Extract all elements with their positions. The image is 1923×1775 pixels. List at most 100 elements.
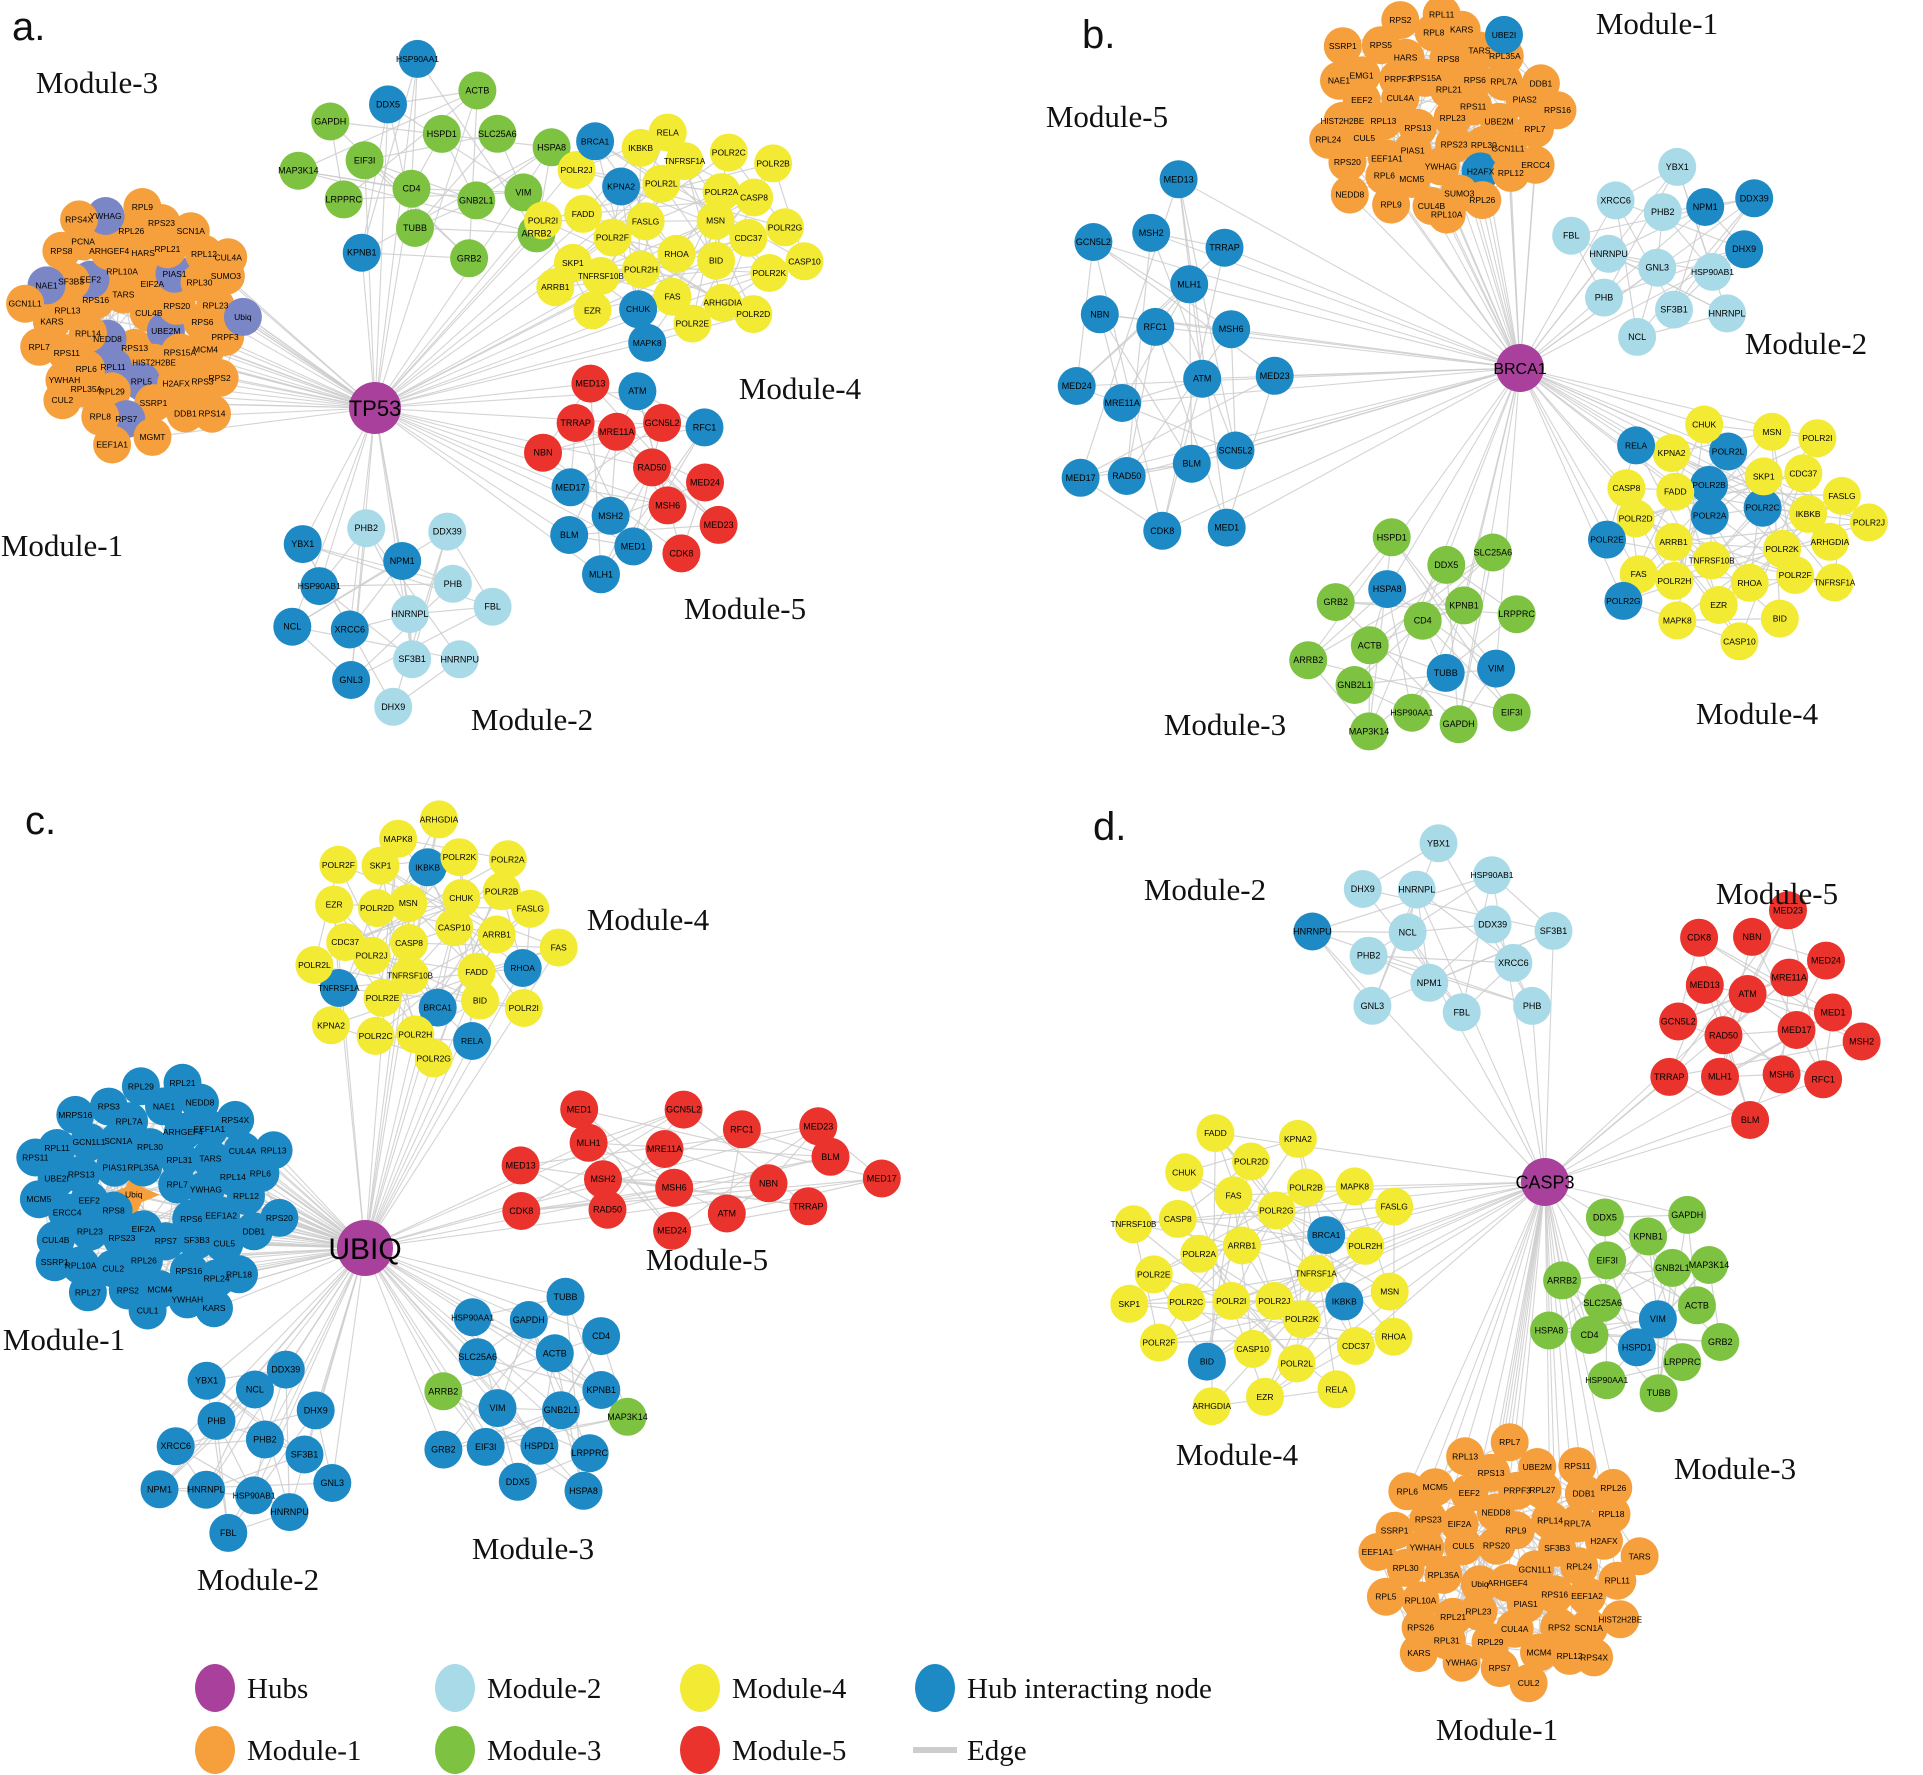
node-label-a-KPNB1: KPNB1	[347, 248, 377, 258]
node-label-a-EZR: EZR	[584, 305, 601, 315]
node-label-b-NCL: NCL	[1628, 332, 1646, 342]
node-b-POLR2B	[1690, 465, 1729, 504]
node-label-b-HSP90AB1: HSP90AB1	[1691, 267, 1734, 277]
node-label-b-H2AFX: H2AFX	[1467, 166, 1495, 176]
node-label-c-POLR2I: POLR2I	[509, 1003, 539, 1013]
node-a-Ubiq	[223, 297, 262, 336]
node-c-HSPD1	[520, 1426, 559, 1465]
node-label-a-NPM1: NPM1	[390, 556, 415, 566]
node-label-b-MAPK8: MAPK8	[1663, 615, 1692, 625]
node-b-GCN5L2	[1074, 223, 1113, 261]
node-label-b-POLR2I: POLR2I	[1802, 433, 1832, 443]
node-c-RPL27	[68, 1273, 107, 1312]
node-label-d-HSPD1: HSPD1	[1622, 1342, 1652, 1352]
node-b-POLR2C	[1743, 488, 1782, 527]
node-a-GCN5L2	[643, 403, 682, 442]
node-label-b-PRPF3: PRPF3	[1384, 74, 1412, 84]
node-c-RPS20	[260, 1198, 299, 1237]
node-b-KPNA2	[1652, 434, 1691, 473]
node-label-a-GNL3: GNL3	[339, 675, 363, 685]
node-label-b-CUL4A: CUL4A	[1387, 93, 1415, 103]
node-b-TUBB	[1426, 653, 1465, 692]
node-a-ACTB	[458, 71, 497, 110]
node-c-MAPK8	[379, 819, 418, 858]
node-a-DDX5	[369, 85, 407, 124]
node-label-c-RPL29: RPL29	[128, 1081, 154, 1091]
node-label-d-HSPA8: HSPA8	[1535, 1326, 1564, 1336]
node-label-c-CD4: CD4	[592, 1331, 610, 1341]
legend-label-module-3: Module-3	[487, 1735, 601, 1767]
node-label-c-MSN: MSN	[399, 898, 418, 908]
node-a-POLR2F	[593, 218, 632, 257]
node-label-c-MED13: MED13	[506, 1160, 536, 1170]
node-c-GAPDH	[509, 1301, 548, 1339]
node-label-a-ARRB1: ARRB1	[541, 282, 570, 292]
node-label-b-RHOA: RHOA	[1737, 578, 1762, 588]
node-b-UBE2I	[1485, 15, 1523, 54]
node-a-NBN	[524, 433, 562, 472]
node-c-RPL21	[163, 1063, 202, 1102]
node-b-MED24	[1057, 367, 1096, 405]
node-label-d-RPL7A: RPL7A	[1564, 1519, 1591, 1529]
node-label-b-MSH2: MSH2	[1139, 228, 1164, 238]
node-d-DHX9	[1343, 870, 1382, 908]
node-label-d-H2AFX: H2AFX	[1590, 1536, 1618, 1546]
node-a-MED24	[686, 463, 724, 502]
node-label-b-PIAS1: PIAS1	[1401, 146, 1425, 156]
node-label-a-RPL14: RPL14	[75, 328, 101, 338]
node-label-d-RPL14: RPL14	[1537, 1515, 1563, 1525]
node-d-ARRB2	[1543, 1261, 1582, 1300]
node-c-POLR2I	[504, 989, 543, 1027]
node-label-a-MAPK8: MAPK8	[633, 338, 662, 348]
node-d-RELA	[1317, 1370, 1356, 1409]
node-label-c-RPL6: RPL6	[250, 1168, 272, 1178]
node-label-a-Ubiq: Ubiq	[234, 312, 252, 322]
node-label-a-KPNA2: KPNA2	[607, 182, 635, 192]
node-a-RPS8	[42, 231, 81, 270]
node-label-c-HSPA8: HSPA8	[569, 1486, 598, 1496]
node-label-a-CASP10: CASP10	[788, 256, 821, 266]
node-c-NPM1	[140, 1470, 179, 1509]
node-label-c-GCN1L1: GCN1L1	[72, 1137, 105, 1147]
node-label-b-POLR2D: POLR2D	[1619, 513, 1653, 523]
node-c-RHOA	[503, 949, 542, 987]
node-label-d-CDC37: CDC37	[1342, 1341, 1370, 1351]
node-label-c-TARS: TARS	[199, 1154, 221, 1164]
module-label-b-Module-5: Module-5	[1046, 99, 1168, 134]
node-label-a-MRE11A: MRE11A	[599, 427, 634, 437]
node-label-d-KPNA2: KPNA2	[1284, 1134, 1312, 1144]
node-a-MAP3K14	[279, 151, 318, 190]
node-c-MED13	[501, 1146, 540, 1185]
node-label-c-TNFRSF1A: TNFRSF1A	[318, 984, 360, 993]
node-label-b-ARRB1: ARRB1	[1659, 537, 1688, 547]
node-label-d-HSP90AA1: HSP90AA1	[1585, 1375, 1628, 1385]
node-b-MED23	[1255, 356, 1294, 395]
node-a-FADD	[564, 194, 603, 233]
node-label-a-MSH6: MSH6	[655, 500, 680, 510]
node-a-RPL9	[123, 188, 162, 226]
node-d-DDX5	[1585, 1198, 1624, 1237]
node-d-XRCC6	[1494, 943, 1533, 982]
node-label-b-MSN: MSN	[1762, 427, 1781, 437]
node-label-a-POLR2E: POLR2E	[676, 319, 710, 329]
module-label-c-Module-1: Module-1	[3, 1322, 125, 1357]
node-label-a-MED13: MED13	[575, 379, 605, 389]
node-b-TRRAP	[1205, 228, 1244, 267]
node-label-b-NEDD8: NEDD8	[1335, 190, 1364, 200]
hub-label-BRCA1: BRCA1	[1493, 361, 1546, 378]
node-c-GRB2	[424, 1430, 463, 1469]
node-d-EEF1A2	[1568, 1576, 1606, 1615]
node-label-a-RPS20: RPS20	[163, 301, 190, 311]
node-label-a-MED1: MED1	[621, 541, 646, 551]
node-label-a-MAP3K14: MAP3K14	[278, 166, 319, 176]
node-label-c-EEF1A2: EEF1A2	[205, 1211, 237, 1221]
node-label-a-CUL4A: CUL4A	[214, 252, 242, 262]
node-b-DHX9	[1725, 230, 1764, 269]
node-c-CASP10	[435, 908, 474, 947]
node-label-b-MED1: MED1	[1214, 523, 1239, 533]
node-d-BRCA1	[1307, 1216, 1346, 1255]
node-d-RPS7	[1480, 1649, 1519, 1688]
node-b-RHOA	[1730, 563, 1769, 602]
node-b-RPS6	[1455, 60, 1494, 99]
node-label-c-NPM1: NPM1	[147, 1484, 172, 1494]
